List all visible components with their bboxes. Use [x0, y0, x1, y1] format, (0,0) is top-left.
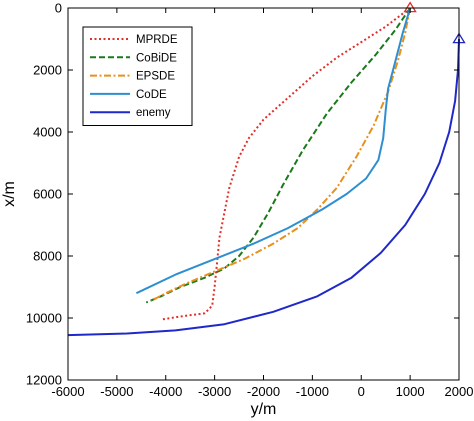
y-tick-label: 12000: [26, 373, 62, 388]
legend-label-code: CoDE: [136, 89, 167, 101]
y-tick-label: 4000: [33, 125, 62, 140]
legend: MPRDE CoBiDE EPSDE CoDE enemy: [82, 26, 193, 126]
x-tick-label: -4000: [149, 384, 182, 399]
series-line-cobide: [145, 7, 411, 304]
x-tick-label: -2000: [247, 384, 280, 399]
legend-label-cobide: CoBiDE: [136, 52, 177, 64]
series-line-epsde: [150, 7, 412, 302]
legend-label-enemy: enemy: [136, 107, 171, 119]
x-axis-label: y/m: [251, 401, 277, 418]
plot-area: -6000 -5000 -4000 -3000 -2000 -1000 0 1000 2000 0…: [26, 1, 474, 400]
series-line-code: [135, 7, 412, 295]
y-axis-label: x/m: [1, 181, 18, 207]
tick-layer: -6000 -5000 -4000 -3000 -2000 -1000 0 1000 2000 0…: [26, 1, 474, 400]
y-tick-label: 8000: [33, 249, 62, 264]
marker-layer: [403, 1, 466, 44]
y-tick-label: 2000: [33, 63, 62, 78]
y-tick-label: 10000: [26, 311, 62, 326]
y-tick-label: 0: [55, 1, 62, 16]
x-tick-label: -6000: [51, 384, 84, 399]
x-tick-label: -5000: [100, 384, 133, 399]
x-tick-label: -1000: [296, 384, 329, 399]
legend-label-epsde: EPSDE: [136, 71, 175, 83]
legend-items: MPRDE CoBiDE EPSDE CoDE enemy: [90, 34, 178, 119]
series-layer: [67, 7, 460, 337]
x-tick-label: 2000: [445, 384, 474, 399]
series-line-mprde: [160, 7, 411, 321]
legend-label-mprde: MPRDE: [136, 34, 178, 46]
x-tick-label: 0: [358, 384, 365, 399]
x-tick-label: 1000: [396, 384, 425, 399]
series-line-enemy: [67, 38, 460, 337]
x-tick-label: -3000: [198, 384, 231, 399]
y-tick-label: 6000: [33, 187, 62, 202]
